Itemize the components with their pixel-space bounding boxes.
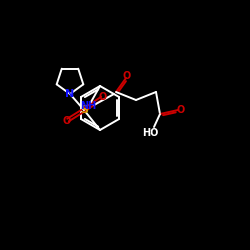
- Text: S: S: [80, 105, 88, 115]
- Text: O: O: [99, 92, 107, 102]
- Text: NH: NH: [80, 101, 96, 111]
- Text: N: N: [66, 89, 74, 99]
- Text: O: O: [123, 71, 131, 81]
- Text: O: O: [177, 105, 185, 115]
- Text: O: O: [63, 116, 71, 126]
- Text: HO: HO: [142, 128, 158, 138]
